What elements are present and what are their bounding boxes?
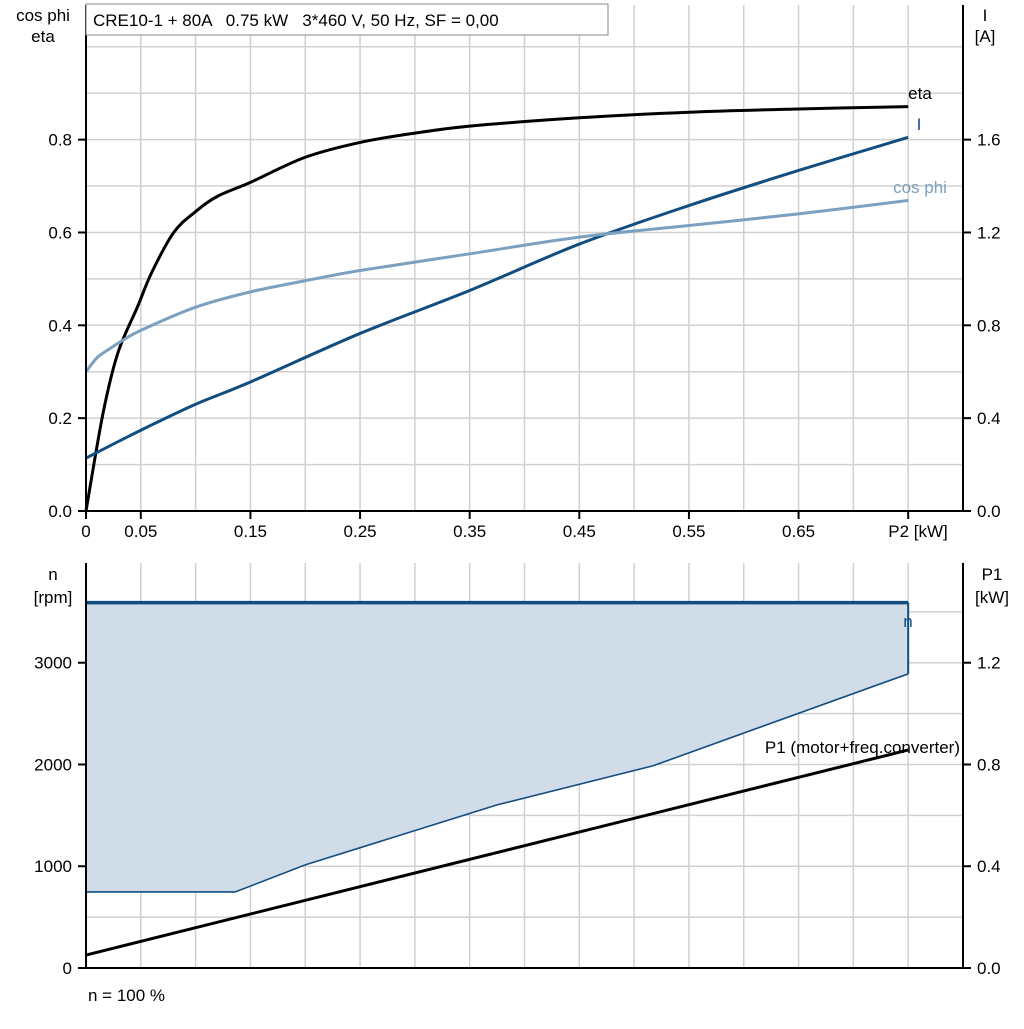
footer-speed: n = 100 % bbox=[88, 986, 165, 1005]
title-box bbox=[85, 3, 609, 36]
chart-title: CRE10-1 + 80A 0.75 kW 3*460 V, 50 Hz, SF… bbox=[93, 11, 499, 30]
x-tick-label: 0.05 bbox=[124, 522, 157, 541]
y-tick-label-right: 1.6 bbox=[977, 131, 1001, 150]
x-axis-label: P2 [kW] bbox=[888, 522, 948, 541]
y-tick-label-left: 0.4 bbox=[48, 316, 72, 335]
y-tick-label-right: 1.2 bbox=[977, 223, 1001, 242]
y-tick-label-left: 1000 bbox=[34, 857, 72, 876]
y-tick-label-right: 0.0 bbox=[977, 502, 1001, 521]
series-I-line bbox=[85, 135, 909, 460]
min-speed-line bbox=[86, 673, 909, 893]
left-axis-label-cosphi: cos phi bbox=[16, 6, 70, 25]
left-axis-label-rpm: [rpm] bbox=[34, 588, 73, 607]
series-label-eta: eta bbox=[908, 84, 932, 103]
chart-marks bbox=[84, 105, 910, 957]
y-tick-label-right: 0.0 bbox=[977, 959, 1001, 978]
y-tick-label-left: 0.8 bbox=[48, 131, 72, 150]
series-p1-line bbox=[85, 748, 909, 957]
series-eta-line bbox=[84, 105, 909, 512]
right-axis-label-kw: [kW] bbox=[975, 588, 1009, 607]
y-tick-label-right: 1.2 bbox=[977, 654, 1001, 673]
y-tick-label-left: 0 bbox=[63, 959, 72, 978]
series-label-p1: P1 (motor+freq.converter) bbox=[765, 738, 960, 757]
series-label-i: I bbox=[917, 115, 922, 134]
right-axis-label-i-unit: [A] bbox=[975, 27, 996, 46]
y-tick-label-left: 0.0 bbox=[48, 502, 72, 521]
x-tick-label: 0 bbox=[81, 522, 90, 541]
series-label-n: n bbox=[903, 612, 912, 631]
y-tick-label-right: 0.4 bbox=[977, 409, 1001, 428]
left-axis-label-eta: eta bbox=[31, 27, 55, 46]
speed-range-area bbox=[86, 602, 909, 892]
y-tick-label-right: 0.8 bbox=[977, 316, 1001, 335]
right-axis-label-i: I bbox=[983, 6, 988, 25]
series-label-cosphi: cos phi bbox=[893, 178, 947, 197]
y-tick-label-left: 2000 bbox=[34, 755, 72, 774]
top-chart-grid bbox=[86, 5, 963, 511]
y-tick-label-right: 0.8 bbox=[977, 755, 1001, 774]
x-tick-label: 0.45 bbox=[563, 522, 596, 541]
x-tick-label: 0.55 bbox=[672, 522, 705, 541]
series-cos-phi-line bbox=[84, 198, 909, 373]
x-tick-label: 0.65 bbox=[782, 522, 815, 541]
y-tick-label-left: 0.6 bbox=[48, 223, 72, 242]
right-axis-label-p1: P1 bbox=[982, 565, 1003, 584]
y-tick-label-right: 0.4 bbox=[977, 857, 1001, 876]
y-tick-label-left: 0.2 bbox=[48, 409, 72, 428]
x-tick-label: 0.15 bbox=[234, 522, 267, 541]
y-tick-label-left: 3000 bbox=[34, 654, 72, 673]
x-tick-label: 0.25 bbox=[344, 522, 377, 541]
x-tick-label: 0.35 bbox=[453, 522, 486, 541]
left-axis-label-n: n bbox=[48, 565, 57, 584]
chart-axes: 0.0 0.2 0.4 0.6 0.8 0.0 0.4 0.8 1.2 1.6 0 0.05 0.15 0… bbox=[34, 5, 1001, 978]
